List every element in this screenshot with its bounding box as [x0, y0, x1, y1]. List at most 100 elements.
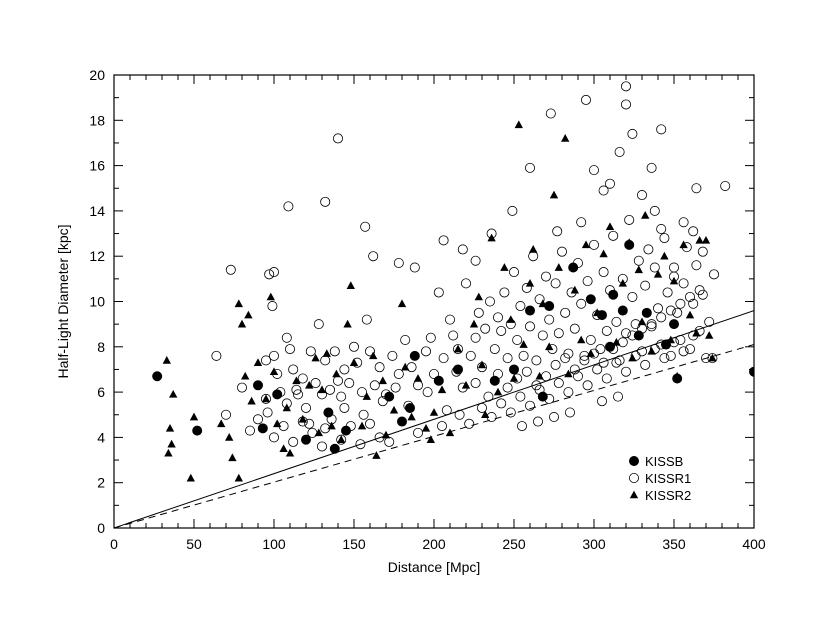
kissr2-point	[554, 263, 563, 271]
kissr1-point	[436, 421, 447, 432]
kissr1-point	[505, 407, 516, 418]
kissr1-point	[267, 301, 278, 312]
kissr1-point	[512, 335, 523, 346]
kissr1-point	[428, 368, 439, 379]
kissr2-point	[241, 371, 250, 380]
kissr1-point	[669, 262, 680, 273]
kissr1-point	[704, 316, 715, 327]
kissr1-point	[557, 246, 568, 257]
kissr1-point	[653, 303, 664, 314]
kissr2-point	[234, 473, 243, 482]
x-tick-label: 300	[582, 536, 606, 552]
kissr1-point	[589, 239, 600, 250]
legend-label-kissr1: KISSR1	[645, 471, 691, 486]
kissr1-point	[582, 276, 593, 287]
kissr2-point	[234, 299, 243, 308]
kissr1-point	[515, 391, 526, 402]
kissr2-point	[705, 331, 714, 339]
legend: KISSB KISSR1 KISSR2	[629, 454, 691, 503]
kissr2-point	[314, 428, 323, 437]
kissr1-point	[621, 328, 632, 339]
kissr1-point	[621, 366, 632, 377]
kissr1-point	[640, 359, 651, 370]
kissr1-point	[560, 307, 571, 318]
kissr2-point	[266, 292, 275, 301]
kissr1-point	[460, 278, 471, 289]
kissr2-point	[322, 349, 331, 357]
kissr1-point	[601, 373, 612, 384]
kissr2-point	[343, 319, 352, 328]
kissr1-point	[496, 398, 507, 409]
kissr1-point	[685, 291, 696, 302]
kissb-point	[605, 341, 616, 352]
dashed-reference-line	[114, 344, 754, 528]
kissr1-point	[284, 344, 295, 355]
kissr2-point	[298, 414, 307, 423]
kissb-point	[384, 391, 395, 402]
kissr2-point	[217, 419, 226, 428]
kissr1-point	[348, 341, 359, 352]
kissr1-point	[393, 368, 404, 379]
kissr2-point	[362, 392, 371, 400]
series-kissb	[152, 239, 754, 454]
kissr2-point	[673, 371, 682, 380]
kissr1-point	[484, 296, 495, 307]
y-tick-label: 12	[89, 248, 105, 264]
kissr1-point	[361, 314, 372, 325]
kissr1-point	[579, 355, 590, 366]
kissr1-point	[553, 328, 564, 339]
kissb-point	[252, 380, 263, 391]
kissr1-point	[550, 359, 561, 370]
kissr2-point	[625, 238, 634, 246]
kissr1-point	[448, 330, 459, 341]
kissr1-point	[688, 298, 699, 309]
kissr1-point	[384, 436, 395, 447]
kissr1-point	[465, 350, 476, 361]
kissr1-point	[374, 362, 385, 373]
kissr1-point	[531, 380, 542, 391]
kissr2-point	[593, 308, 602, 317]
kissr1-point	[387, 350, 398, 361]
kissr1-point	[313, 319, 324, 330]
kissr1-point	[292, 389, 303, 400]
kissr1-point	[345, 421, 356, 432]
x-tick-label: 50	[186, 536, 202, 552]
kissr1-point	[412, 380, 423, 391]
kissr2-point	[641, 211, 650, 219]
x-tick-label: 100	[262, 536, 286, 552]
kissb-point	[329, 443, 340, 454]
kissr1-point	[339, 364, 350, 375]
y-tick-label: 6	[97, 384, 105, 400]
kissr1-point	[476, 402, 487, 413]
kissr1-point	[662, 287, 673, 298]
kissr1-point	[364, 346, 375, 357]
kissr1-point	[332, 133, 343, 144]
kissr1-point	[678, 346, 689, 357]
kissr2-point	[685, 310, 695, 319]
kissr1-point	[541, 271, 552, 282]
kissr1-point	[549, 412, 560, 423]
kissr1-point	[496, 325, 507, 336]
kissr1-point	[211, 350, 222, 361]
kissr2-point	[481, 410, 490, 419]
kissr2-point	[244, 310, 253, 319]
kissr2-point	[413, 374, 423, 382]
kissr1-point	[452, 344, 463, 355]
kissb-point	[508, 364, 519, 375]
kissr1-point	[521, 282, 532, 293]
kissr1-point	[502, 353, 513, 364]
kissr1-point	[283, 201, 294, 212]
kissr2-point	[305, 380, 314, 389]
kissr2-point	[349, 358, 359, 366]
legend-label-kissb: KISSB	[645, 454, 683, 469]
kissb-point	[272, 389, 283, 400]
kissr1-point	[420, 346, 431, 357]
kissr2-point	[701, 235, 711, 244]
kissr1-point	[627, 291, 638, 302]
kissr1-point	[310, 378, 321, 389]
kissb-point	[617, 305, 628, 316]
kissr1-point	[592, 364, 603, 375]
kissr2-point	[605, 222, 615, 231]
kissr1-point	[517, 421, 528, 432]
kissr2-point	[225, 433, 234, 441]
